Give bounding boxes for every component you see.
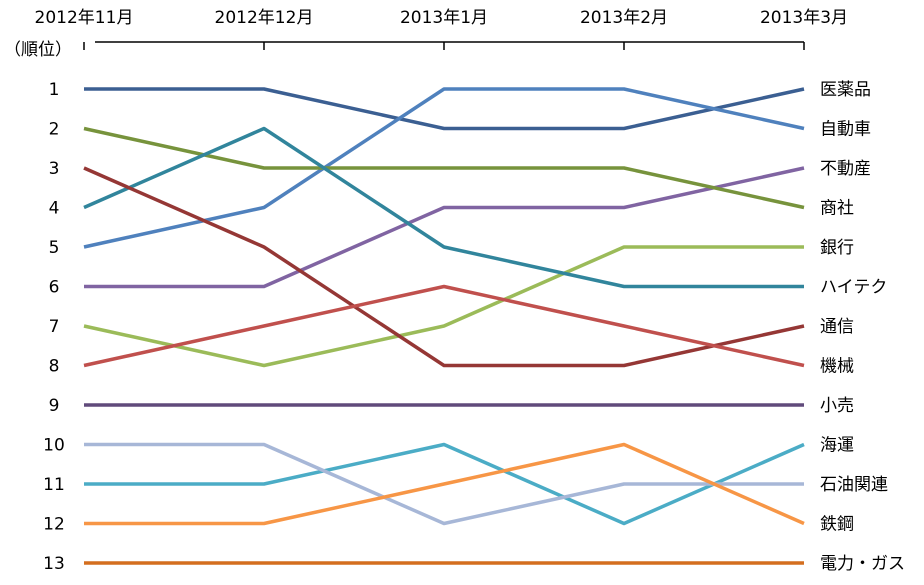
series-line — [84, 442, 805, 526]
legend-label: 通信 — [820, 317, 854, 337]
x-tick-label: 2012年11月 — [35, 8, 134, 28]
series-line — [84, 442, 805, 526]
series-line — [83, 166, 805, 368]
y-tick-label: 11 — [43, 475, 65, 495]
legend-label: 医薬品 — [820, 80, 871, 100]
legend-label: 鉄鋼 — [820, 515, 854, 535]
y-tick-label: 7 — [49, 317, 60, 337]
legend-label: 不動産 — [820, 159, 871, 179]
series-line — [83, 284, 805, 368]
y-tick-label: 6 — [49, 278, 60, 298]
x-tick-label: 2013年3月 — [760, 8, 848, 28]
x-tick-label: 2013年2月 — [580, 8, 668, 28]
y-tick-label: 8 — [49, 357, 60, 377]
legend-label: ハイテク — [820, 278, 887, 298]
series-line — [84, 442, 804, 526]
y-tick-label: 12 — [43, 515, 65, 535]
series-line — [84, 87, 805, 131]
legend-label: 銀行 — [820, 238, 854, 258]
y-tick-label: 4 — [49, 199, 60, 219]
y-tick-label: 5 — [49, 238, 60, 258]
legend-label: 石油関連 — [820, 475, 888, 495]
y-axis-label: （順位） — [4, 40, 72, 60]
legend-label: 自動車 — [820, 120, 871, 140]
legend-label: 小売 — [820, 396, 854, 416]
legend-label: 機械 — [820, 357, 854, 377]
series-line — [83, 126, 805, 210]
x-tick-label: 2013年1月 — [400, 8, 488, 28]
legend-label: 電力・ガス — [820, 554, 905, 574]
y-tick-label: 2 — [49, 120, 60, 140]
series-line — [84, 166, 805, 289]
y-tick-label: 10 — [43, 436, 65, 456]
x-tick-label: 2012年12月 — [215, 8, 314, 28]
series-line — [83, 126, 804, 289]
legend-label: 商社 — [820, 199, 854, 219]
y-tick-label: 1 — [49, 80, 60, 100]
legend-label: 海運 — [820, 436, 854, 456]
y-tick-label: 3 — [49, 159, 60, 179]
y-tick-label: 13 — [43, 554, 65, 574]
series-line — [83, 245, 804, 368]
y-tick-label: 9 — [49, 396, 60, 416]
